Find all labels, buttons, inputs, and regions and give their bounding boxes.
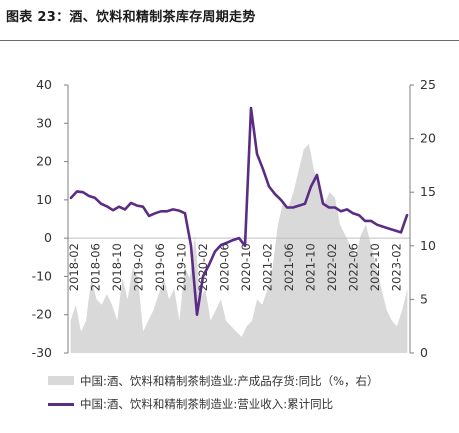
chart-title: 图表 23：酒、饮料和精制茶库存周期走势	[6, 10, 256, 25]
legend-item-inventory: 中国:酒、饮料和精制茶制造业:产成品存货:同比（%，右）	[48, 373, 410, 389]
legend-swatch-inventory	[48, 376, 74, 385]
right-axis-tick-label: 5	[420, 291, 428, 306]
right-axis-tick-label: 0	[420, 345, 428, 360]
x-axis-tick-label: 2022-10	[368, 243, 382, 291]
series-line-revenue	[69, 106, 409, 316]
legend-label-revenue: 中国:酒、饮料和精制茶制造业:营业收入:累计同比	[80, 397, 334, 411]
x-axis-tick-label: 2020-10	[239, 243, 253, 291]
left-axis-tick-label: 30	[36, 115, 52, 130]
legend-item-revenue: 中国:酒、饮料和精制茶制造业:营业收入:累计同比	[48, 396, 410, 412]
series-area-inventory	[70, 144, 408, 353]
right-axis-tick-label: 20	[420, 131, 436, 146]
left-axis-tick-label: -30	[32, 345, 52, 360]
left-axis-tick-label: -20	[32, 307, 52, 322]
x-axis-tick-label: 2019-06	[153, 243, 167, 291]
left-axis-tick-label: 20	[36, 154, 52, 169]
legend-label-inventory: 中国:酒、饮料和精制茶制造业:产成品存货:同比（%，右）	[80, 374, 379, 388]
x-axis-tick-label: 2021-06	[282, 243, 296, 291]
x-axis-tick-label: 2022-02	[325, 243, 339, 291]
x-axis-tick-label: 2022-06	[346, 243, 360, 291]
x-axis-tick-label: 2020-06	[217, 243, 231, 291]
left-axis-tick-label: 10	[36, 192, 52, 207]
x-axis-tick-label: 2021-10	[303, 243, 317, 291]
title-divider	[0, 40, 459, 41]
right-axis-tick-label: 10	[420, 238, 436, 253]
legend-swatch-revenue	[48, 403, 74, 406]
x-axis-tick-label: 2019-02	[131, 243, 145, 291]
x-axis-tick-label: 2019-10	[174, 243, 188, 291]
x-axis-tick-label: 2018-06	[88, 243, 102, 291]
x-axis-tick-label: 2020-02	[196, 243, 210, 291]
left-axis-tick-label: 40	[36, 77, 52, 92]
x-axis-tick-label: 2018-02	[67, 243, 81, 291]
legend: 中国:酒、饮料和精制茶制造业:产成品存货:同比（%，右） 中国:酒、饮料和精制茶…	[48, 373, 410, 412]
right-axis-tick-label: 25	[420, 77, 436, 92]
x-axis-tick-label: 2018-10	[110, 243, 124, 291]
right-axis-tick-label: 15	[420, 184, 436, 199]
x-axis-tick-label: 2021-02	[260, 243, 274, 291]
x-axis-tick-label: 2023-02	[389, 243, 403, 291]
left-axis-tick-label: 0	[44, 230, 52, 245]
left-axis-tick-label: -10	[32, 268, 52, 283]
